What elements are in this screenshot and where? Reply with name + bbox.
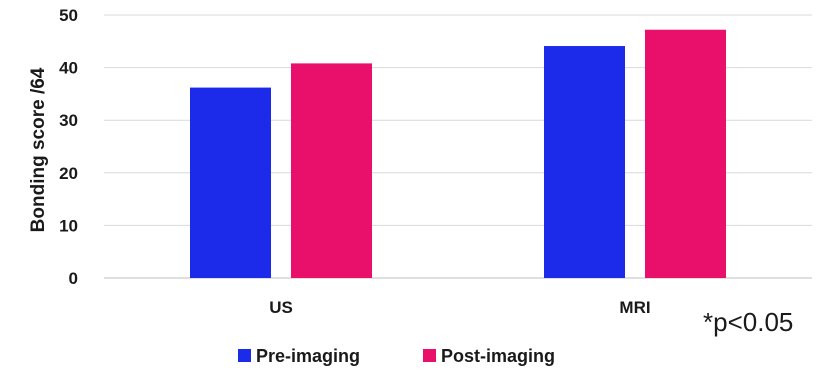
x-category-label: US [269, 298, 293, 317]
legend-label: Post-imaging [441, 346, 555, 366]
legend: Pre-imaging Post-imaging [238, 346, 555, 366]
y-tick-label: 50 [59, 6, 78, 25]
bar-pre-imaging-mri [544, 46, 625, 279]
y-tick-label: 20 [59, 164, 78, 183]
legend-swatch [238, 349, 251, 362]
legend-label: Pre-imaging [256, 346, 360, 366]
significance-note: *p<0.05 [703, 307, 793, 337]
bar-pre-imaging-us [190, 87, 271, 278]
y-tick-label: 40 [59, 59, 78, 78]
y-tick-label: 10 [59, 216, 78, 235]
bar-post-imaging-us [291, 63, 372, 278]
x-category-labels: US MRI [269, 298, 650, 317]
bar-post-imaging-mri [645, 29, 726, 279]
y-tick-label: 0 [69, 269, 78, 288]
y-tick-label: 30 [59, 111, 78, 130]
y-tick-labels: 0 10 20 30 40 50 [59, 6, 78, 288]
x-category-label: MRI [619, 298, 650, 317]
y-axis-label: Bonding score /64 [28, 67, 49, 232]
legend-swatch [423, 349, 436, 362]
bars [190, 29, 726, 279]
